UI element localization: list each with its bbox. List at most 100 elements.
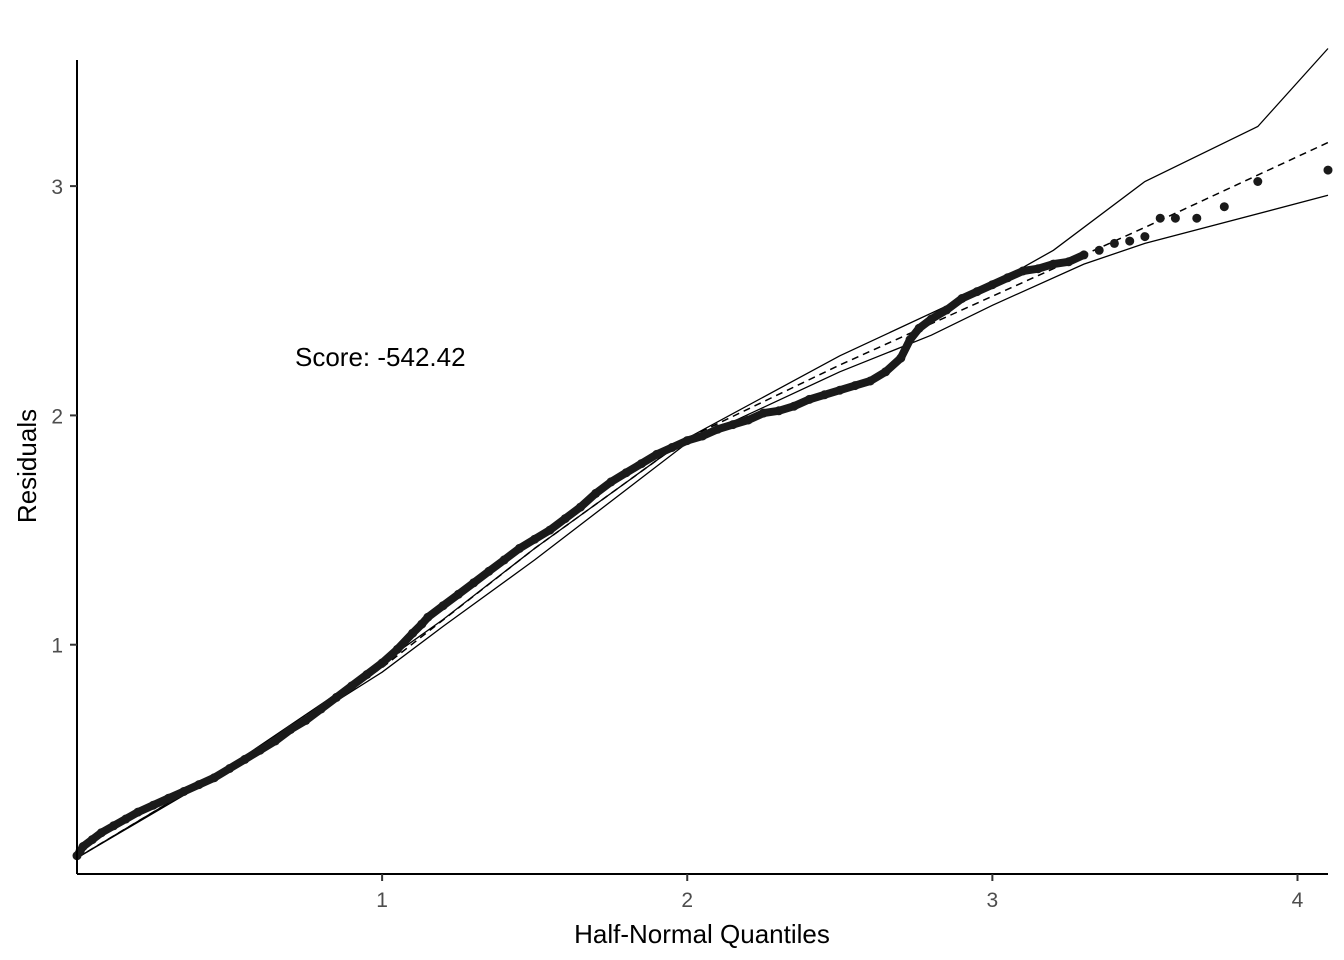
x-tick-label: 1 xyxy=(376,889,388,912)
data-point xyxy=(942,305,952,315)
x-axis-title: Half-Normal Quantiles xyxy=(574,919,830,949)
data-point xyxy=(728,420,738,430)
x-axis-ticks: 1 2 3 4 xyxy=(376,874,1304,912)
data-point xyxy=(667,443,677,452)
data-point xyxy=(1079,250,1089,260)
data-point xyxy=(621,468,631,478)
data-point xyxy=(560,514,570,524)
data-point xyxy=(713,424,723,434)
data-point xyxy=(499,555,509,565)
envelope-lower-line xyxy=(76,194,1329,859)
data-point xyxy=(78,842,88,851)
data-point xyxy=(286,725,296,734)
data-point xyxy=(591,488,601,498)
data-point xyxy=(347,681,357,691)
data-point xyxy=(240,754,250,764)
data-point xyxy=(743,415,753,425)
y-axis-ticks: 1 2 3 xyxy=(51,176,77,658)
data-point xyxy=(301,715,311,725)
data-point xyxy=(972,287,982,297)
data-point xyxy=(408,628,418,638)
data-point xyxy=(514,543,524,553)
data-point xyxy=(164,793,173,803)
data-point xyxy=(1170,213,1180,223)
data-point xyxy=(225,764,235,773)
data-point xyxy=(652,449,662,459)
data-point xyxy=(1003,273,1013,283)
simulation-envelope xyxy=(76,48,1329,859)
data-point xyxy=(530,534,540,544)
data-point xyxy=(865,376,875,386)
data-point xyxy=(148,800,158,810)
data-point xyxy=(850,381,860,391)
data-point xyxy=(484,566,494,576)
envelope-upper-line xyxy=(76,48,1329,859)
data-point xyxy=(957,294,967,303)
data-point xyxy=(331,692,341,702)
data-point xyxy=(377,658,387,668)
data-point xyxy=(1219,202,1229,212)
data-point xyxy=(637,459,646,469)
data-point xyxy=(1125,236,1135,246)
data-point xyxy=(1192,213,1202,223)
x-tick-label: 4 xyxy=(1292,889,1304,912)
data-point xyxy=(905,335,915,345)
data-point xyxy=(316,704,326,714)
data-point xyxy=(576,502,585,512)
data-point xyxy=(255,745,265,755)
data-point xyxy=(835,385,845,395)
score-annotation: Score: -542.42 xyxy=(295,342,466,372)
data-point xyxy=(469,578,479,588)
data-point xyxy=(804,394,814,404)
data-point xyxy=(914,323,924,333)
data-point xyxy=(270,736,280,746)
y-axis-title: Residuals xyxy=(12,409,42,523)
data-point xyxy=(109,821,119,831)
data-point xyxy=(774,406,784,416)
data-point xyxy=(133,807,143,817)
data-point xyxy=(1140,232,1150,242)
data-point xyxy=(1064,257,1074,267)
plot-area xyxy=(72,48,1333,861)
data-point xyxy=(759,408,768,418)
y-tick-label: 1 xyxy=(51,635,63,658)
data-point xyxy=(1094,245,1104,255)
x-tick-label: 2 xyxy=(681,889,693,912)
y-tick-label: 2 xyxy=(51,405,63,428)
data-point xyxy=(362,670,372,679)
data-point xyxy=(820,390,829,400)
data-point xyxy=(606,477,616,487)
data-point xyxy=(926,314,936,324)
data-point xyxy=(1048,259,1058,269)
data-point xyxy=(417,619,427,629)
data-point xyxy=(209,773,219,783)
data-point xyxy=(1323,165,1333,175)
reference-line xyxy=(76,141,1329,859)
data-point xyxy=(423,612,433,622)
data-point xyxy=(698,431,707,441)
residual-points xyxy=(72,165,1333,861)
data-point xyxy=(438,601,448,611)
data-point xyxy=(1109,238,1119,248)
data-point xyxy=(1253,177,1263,186)
data-point xyxy=(194,780,204,790)
data-point xyxy=(121,814,131,824)
data-point xyxy=(1155,213,1165,223)
data-point xyxy=(87,835,97,845)
data-point xyxy=(896,353,906,363)
data-point xyxy=(789,401,799,411)
data-point xyxy=(1018,266,1028,276)
data-point xyxy=(453,589,463,599)
data-point xyxy=(987,280,997,290)
data-point xyxy=(96,828,106,838)
data-point xyxy=(179,787,189,796)
data-point xyxy=(881,367,891,377)
x-tick-label: 3 xyxy=(987,889,999,912)
y-tick-label: 3 xyxy=(51,176,63,199)
data-point xyxy=(682,436,692,446)
data-point xyxy=(545,525,555,535)
data-point xyxy=(1033,264,1043,274)
reference-dashed-line xyxy=(76,141,1329,859)
data-point xyxy=(392,644,402,654)
